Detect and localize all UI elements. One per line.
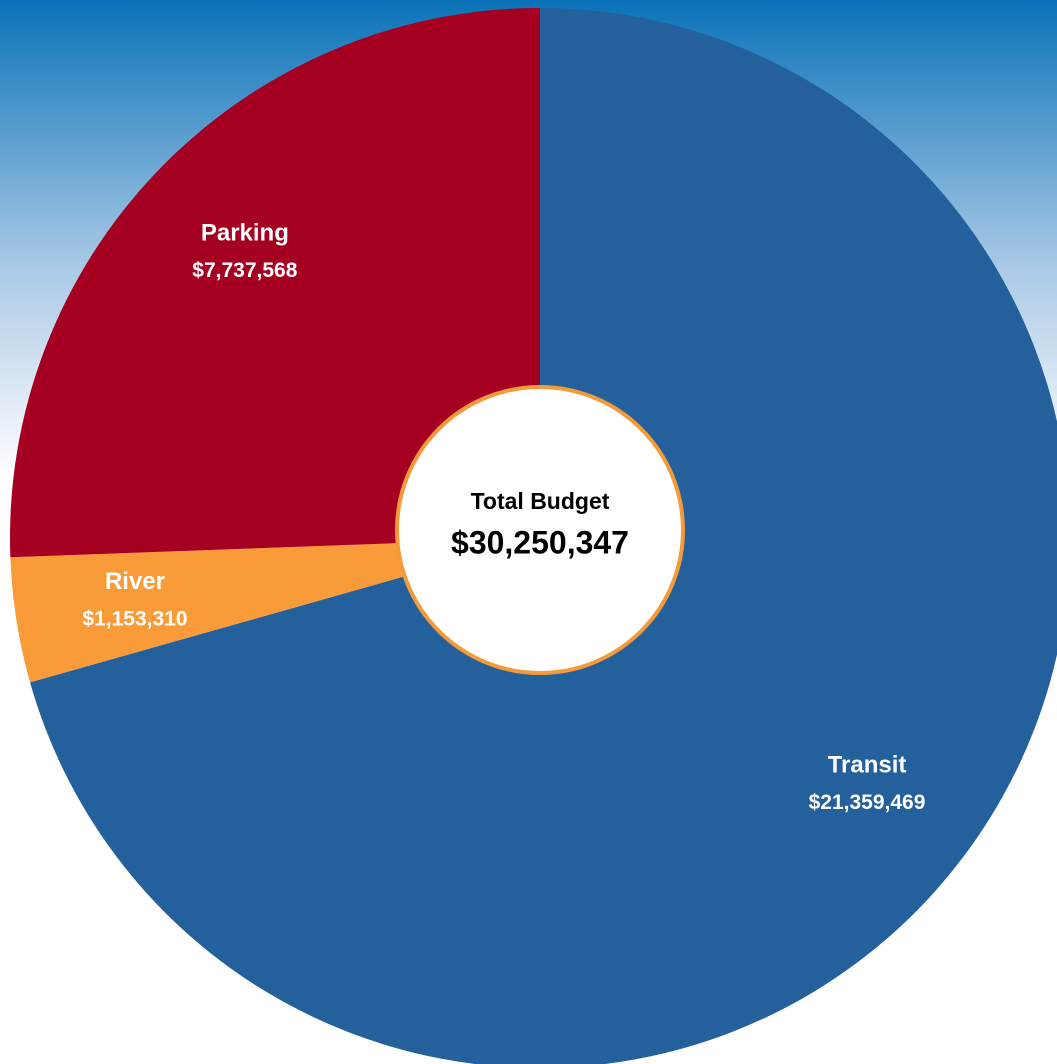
slice-name: Transit	[828, 752, 907, 779]
pie-slice	[10, 8, 541, 558]
center-total: $30,250,347	[451, 524, 629, 560]
center-title: Total Budget	[471, 488, 610, 514]
slice-value-label: $21,359,469	[809, 791, 926, 814]
slice-name: River	[105, 568, 165, 595]
slice-value-label: $7,737,568	[192, 259, 297, 282]
slice-value-label: $1,153,310	[82, 607, 187, 630]
slice-name: Parking	[201, 220, 289, 247]
labels: Transit $21,359,469 River $1,153,310 Parking…	[82, 220, 925, 814]
center-circle	[395, 385, 685, 675]
